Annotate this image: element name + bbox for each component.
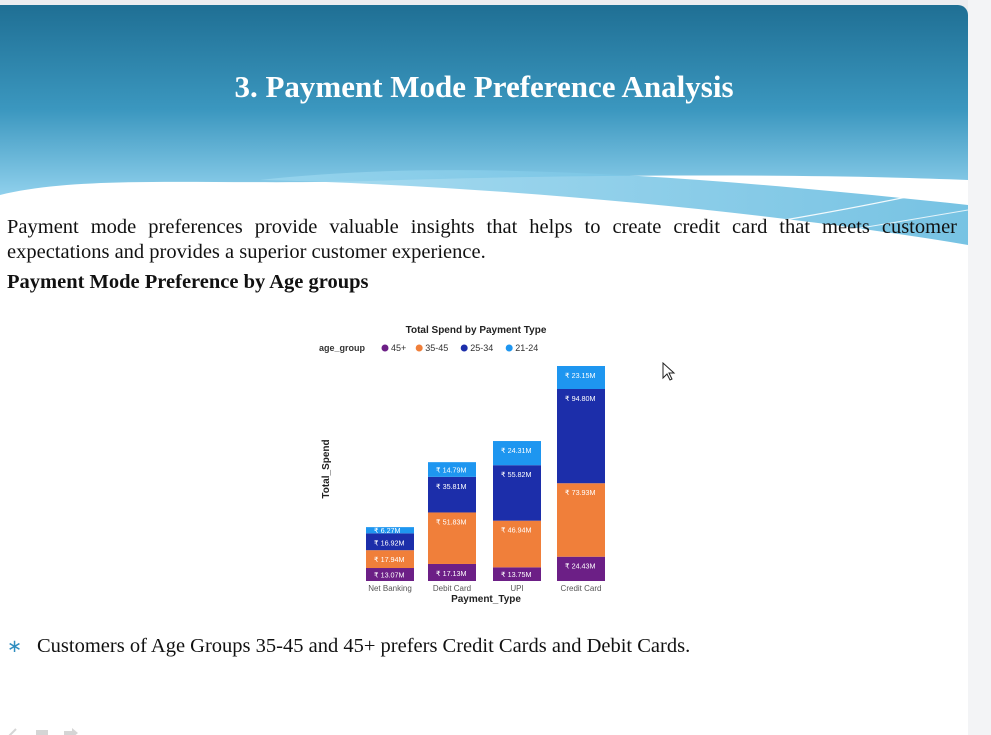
bar-upi-21-24 — [493, 441, 541, 466]
bar-credit-card-21-24 — [557, 366, 605, 390]
x-tick-upi: UPI — [510, 584, 523, 593]
data-label-debit-card-21-24: ₹ 14.79M — [436, 466, 467, 475]
legend-swatch-45 — [381, 344, 389, 352]
data-label-net-banking-35-45: ₹ 17.94M — [374, 555, 405, 564]
bar-debit-card-25-34 — [428, 476, 476, 513]
bar-net-banking-25-34 — [366, 533, 414, 551]
data-label-upi-45: ₹ 13.75M — [501, 570, 532, 579]
data-label-credit-card-25-34: ₹ 94.80M — [565, 394, 596, 403]
bar-credit-card-45 — [557, 556, 605, 581]
data-label-upi-25-34: ₹ 55.82M — [501, 470, 532, 479]
legend-label-45: 45+ — [391, 343, 406, 353]
bullet-point: ∗ Customers of Age Groups 35-45 and 45+ … — [7, 635, 690, 658]
slide-title: 3. Payment Mode Preference Analysis — [234, 69, 734, 104]
pen-icon[interactable] — [8, 728, 17, 735]
x-tick-labels: Net Banking Debit Card UPI Credit Card — [368, 584, 601, 593]
chart-title: Total Spend by Payment Type — [406, 325, 547, 336]
bar-credit-card-35-45 — [557, 483, 605, 557]
data-label-credit-card-35-45: ₹ 73.93M — [565, 488, 596, 497]
data-label-upi-35-45: ₹ 46.94M — [501, 526, 532, 535]
legend-swatch-35-45 — [415, 344, 423, 352]
bar-net-banking-21-24 — [366, 527, 414, 534]
data-label-debit-card-25-34: ₹ 35.81M — [436, 482, 467, 491]
x-tick-debit-card: Debit Card — [433, 584, 471, 593]
bar-credit-card-25-34 — [557, 389, 605, 484]
right-scroll-strip — [968, 0, 991, 735]
bar-debit-card-35-45 — [428, 512, 476, 564]
header-banner — [0, 5, 968, 264]
bullet-asterisk-icon: ∗ — [7, 636, 23, 656]
y-axis-title: Total_Spend — [321, 439, 332, 498]
stacked-bar-chart: Total Spend by Payment Type age_group 45+… — [319, 325, 605, 605]
x-axis-title: Payment_Type — [451, 594, 521, 605]
data-label-debit-card-45: ₹ 17.13M — [436, 569, 467, 578]
data-label-debit-card-35-45: ₹ 51.83M — [436, 517, 467, 526]
menu-icon[interactable] — [36, 730, 48, 735]
chart-legend: age_group 45+ 35-45 25-34 21-24 — [319, 343, 538, 353]
x-tick-credit-card: Credit Card — [561, 584, 602, 593]
slideshow-controls[interactable] — [6, 727, 86, 735]
slide: 3. Payment Mode Preference Analysis Paym… — [0, 5, 968, 735]
legend-swatch-21-24 — [505, 344, 513, 352]
legend-title: age_group — [319, 343, 366, 353]
section-subheading: Payment Mode Preference by Age groups — [7, 271, 369, 293]
arrow-icon[interactable] — [64, 728, 78, 735]
data-label-credit-card-21-24: ₹ 23.15M — [565, 371, 596, 380]
data-label-credit-card-45: ₹ 24.43M — [565, 562, 596, 571]
legend-swatch-25-34 — [460, 344, 468, 352]
data-label-net-banking-21-24: ₹ 6.27M — [374, 526, 401, 535]
legend-label-21-24: 21-24 — [515, 343, 538, 353]
legend-label-35-45: 35-45 — [425, 343, 448, 353]
x-tick-net-banking: Net Banking — [368, 584, 412, 593]
bar-debit-card-21-24 — [428, 462, 476, 477]
bar-debit-card-45 — [428, 563, 476, 581]
bullet-text: Customers of Age Groups 35-45 and 45+ pr… — [37, 635, 691, 657]
bar-upi-35-45 — [493, 520, 541, 568]
data-label-net-banking-25-34: ₹ 16.92M — [374, 538, 405, 547]
bar-upi-45 — [493, 567, 541, 581]
chart-bars: ₹ 13.07M ₹ 17.94M ₹ 16.92M ₹ 6.27M ₹ 17.13M ₹… — [366, 366, 605, 581]
data-label-upi-21-24: ₹ 24.31M — [501, 446, 532, 455]
bar-net-banking-45 — [366, 568, 414, 581]
intro-paragraph: Payment mode preferences provide valuabl… — [7, 216, 957, 263]
data-label-net-banking-45: ₹ 13.07M — [374, 571, 405, 580]
bar-net-banking-35-45 — [366, 550, 414, 569]
bar-upi-25-34 — [493, 465, 541, 521]
mouse-cursor-icon — [662, 362, 676, 381]
legend-label-25-34: 25-34 — [470, 343, 493, 353]
